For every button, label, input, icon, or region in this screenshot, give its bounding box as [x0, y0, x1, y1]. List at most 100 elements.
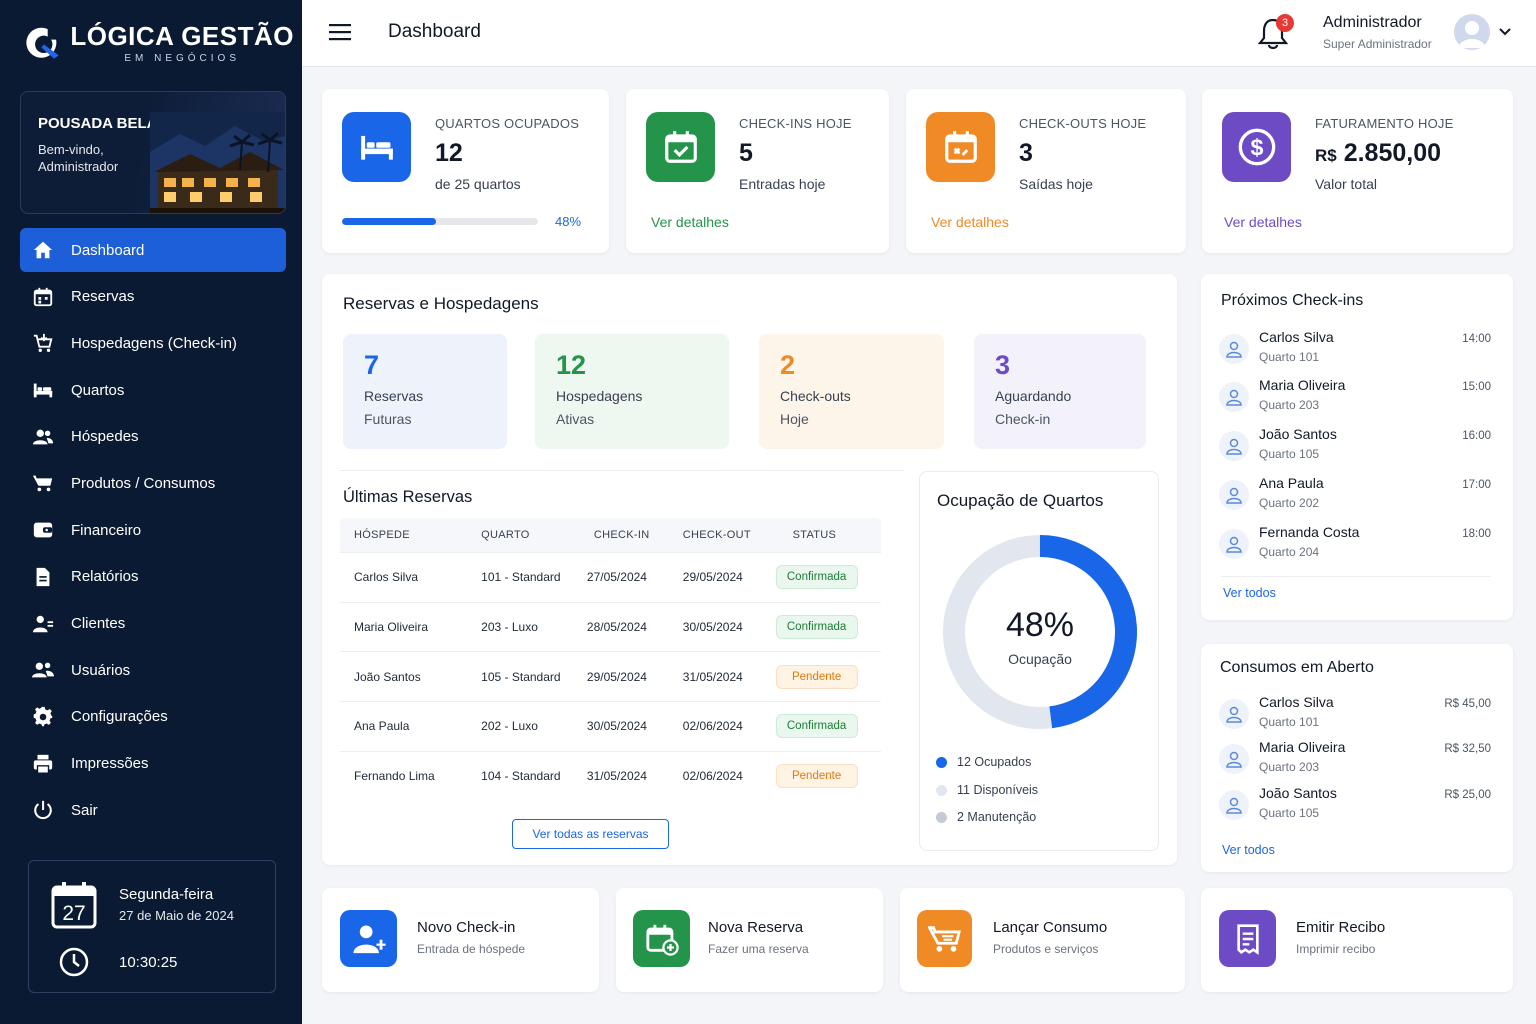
checkin-cell: 29/05/2024 — [574, 651, 672, 702]
calendar-out-icon — [926, 112, 995, 182]
mini-stat-checkouts-today[interactable]: 2 Check-outs Hoje — [759, 334, 944, 449]
wallet-icon — [32, 519, 54, 541]
new-reservation-action[interactable]: Nova Reserva Fazer uma reserva — [616, 888, 883, 992]
room-label: Quarto 203 — [1259, 398, 1320, 412]
column-header: CHECK-IN — [574, 518, 672, 553]
nav-label: Configurações — [71, 708, 168, 726]
progress-percent: 48% — [555, 214, 582, 229]
checkout-cell: 02/06/2024 — [671, 701, 770, 752]
brand-logo[interactable]: LÓGICA GESTÃO EM NEGÓCIOS — [24, 16, 294, 68]
checkout-cell: 02/06/2024 — [671, 750, 770, 801]
mini-stat-future-reservations[interactable]: 7 Reservas Futuras — [343, 334, 507, 449]
logo-icon — [26, 26, 61, 59]
mini-stat-label: Hospedagens — [556, 388, 643, 404]
nav-item-quartos[interactable]: Quartos — [20, 368, 286, 412]
nav-item-financeiro[interactable]: Financeiro — [20, 508, 286, 552]
checkin-time: 15:00 — [1462, 381, 1491, 393]
list-item[interactable]: Carlos Silva Quarto 101 14:00 — [1219, 329, 1491, 373]
list-item[interactable]: Maria Oliveira Quarto 203 R$ 32,50 — [1219, 739, 1491, 783]
mini-stat-awaiting-checkin[interactable]: 3 Aguardando Check-in — [974, 334, 1146, 449]
list-item[interactable]: Maria Oliveira Quarto 203 15:00 — [1219, 377, 1491, 421]
stat-subtext: Valor total — [1315, 176, 1377, 192]
nav-item-clientes[interactable]: Clientes — [20, 602, 286, 646]
view-details-link[interactable]: Ver detalhes — [1224, 214, 1302, 230]
table-row[interactable]: Carlos Silva 101 - Standard 27/05/2024 2… — [340, 552, 881, 603]
list-item[interactable]: Ana Paula Quarto 202 17:00 — [1219, 475, 1491, 519]
view-details-link[interactable]: Ver detalhes — [651, 214, 729, 230]
list-item[interactable]: Fernanda Costa Quarto 204 18:00 — [1219, 524, 1491, 568]
view-all-reservations-button[interactable]: Ver todas as reservas — [512, 819, 669, 849]
stat-card-checkins: CHECK-INS HOJE 5 Entradas hoje Ver detal… — [626, 89, 889, 253]
checkin-time: 18:00 — [1462, 528, 1491, 540]
cart-in-icon — [32, 332, 54, 354]
gear-icon — [32, 706, 54, 728]
clock-time: 10:30:25 — [119, 954, 178, 971]
view-all-link[interactable]: Ver todos — [1223, 586, 1276, 600]
user-icon — [1219, 431, 1249, 461]
add-consumption-action[interactable]: Lançar Consumo Produtos e serviços — [900, 888, 1185, 992]
column-header: STATUS — [769, 518, 881, 553]
action-subtitle: Produtos e serviços — [993, 942, 1099, 956]
list-item[interactable]: Carlos Silva Quarto 101 R$ 45,00 — [1219, 694, 1491, 738]
nav-item-dashboard[interactable]: Dashboard — [20, 228, 286, 272]
legend-item: 2 Manutenção — [936, 810, 1036, 824]
mini-stat-active-stays[interactable]: 12 Hospedagens Ativas — [535, 334, 729, 449]
nav-item-configuracoes[interactable]: Configurações — [20, 695, 286, 739]
calendar-check-icon — [646, 112, 715, 182]
room-cell: 202 - Luxo — [468, 701, 575, 752]
room-cell: 101 - Standard — [468, 552, 575, 603]
hamburger-menu-icon[interactable] — [328, 20, 352, 44]
guest-cell: Maria Oliveira — [340, 601, 469, 652]
welcome-text: Bem-vindo, Administrador — [38, 142, 119, 174]
nav-item-produtos[interactable]: Produtos / Consumos — [20, 461, 286, 505]
property-card: POUSADA BELA VISTA Bem-vindo, Administra… — [20, 91, 286, 214]
pousada-photo — [150, 112, 285, 213]
avatar[interactable] — [1454, 14, 1490, 50]
mini-stat-label: Aguardando — [995, 388, 1072, 404]
view-details-link[interactable]: Ver detalhes — [931, 214, 1009, 230]
view-all-link[interactable]: Ver todos — [1222, 843, 1275, 857]
action-title: Lançar Consumo — [993, 919, 1108, 936]
nav-item-hospedes[interactable]: Hóspedes — [20, 415, 286, 459]
table-row[interactable]: Fernando Lima 104 - Standard 31/05/2024 … — [340, 750, 881, 801]
full-date: 27 de Maio de 2024 — [119, 908, 234, 923]
mini-stat-sublabel: Hoje — [780, 411, 809, 427]
user-name[interactable]: Administrador — [1323, 14, 1422, 31]
mini-stat-sublabel: Futuras — [364, 411, 412, 427]
printer-icon — [32, 753, 54, 775]
user-icon — [1219, 699, 1249, 729]
list-item[interactable]: João Santos Quarto 105 16:00 — [1219, 426, 1491, 470]
nav-item-hospedagens[interactable]: Hospedagens (Check-in) — [20, 321, 286, 365]
legend-dot — [936, 811, 947, 823]
mini-stat-sublabel: Check-in — [995, 411, 1051, 427]
nav-item-sair[interactable]: Sair — [20, 788, 286, 832]
chevron-down-icon[interactable] — [1498, 25, 1512, 39]
legend-item: 12 Ocupados — [936, 755, 1031, 769]
nav-item-relatorios[interactable]: Relatórios — [20, 555, 286, 599]
calendar-icon — [32, 286, 54, 308]
nav-item-impressoes[interactable]: Impressões — [20, 742, 286, 786]
revenue-amount: 2.850,00 — [1343, 139, 1442, 167]
table-row[interactable]: Maria Oliveira 203 - Luxo 28/05/2024 30/… — [340, 601, 881, 652]
list-item[interactable]: João Santos Quarto 105 R$ 25,00 — [1219, 785, 1491, 829]
nav-item-reservas[interactable]: Reservas — [20, 275, 286, 319]
brand-tagline: EM NEGÓCIOS — [124, 52, 241, 64]
guest-name: Ana Paula — [1259, 475, 1324, 491]
table-row[interactable]: João Santos 105 - Standard 29/05/2024 31… — [340, 651, 881, 702]
chart-title: Ocupação de Quartos — [937, 491, 1104, 510]
section-title: Reservas e Hospedagens — [343, 294, 539, 313]
legend-label: 11 Disponíveis — [957, 783, 1039, 797]
table-row[interactable]: Ana Paula 202 - Luxo 30/05/2024 02/06/20… — [340, 701, 881, 752]
new-checkin-action[interactable]: Novo Check-in Entrada de hóspede — [322, 888, 599, 992]
sidebar: LÓGICA GESTÃO EM NEGÓCIOS POUSADA BELA V… — [0, 0, 302, 1024]
reservations-panel: Reservas e Hospedagens 7 Reservas Futura… — [322, 274, 1177, 865]
bed-icon — [342, 112, 411, 182]
room-label: Quarto 101 — [1259, 350, 1320, 364]
checkout-cell: 29/05/2024 — [671, 552, 770, 603]
weekday: Segunda-feira — [119, 886, 214, 903]
room-cell: 104 - Standard — [468, 750, 575, 801]
stat-label: CHECK-OUTS HOJE — [1019, 116, 1147, 131]
issue-receipt-action[interactable]: Emitir Recibo Imprimir recibo — [1201, 888, 1513, 992]
column-header: QUARTO — [468, 518, 575, 553]
nav-item-usuarios[interactable]: Usuários — [20, 648, 286, 692]
